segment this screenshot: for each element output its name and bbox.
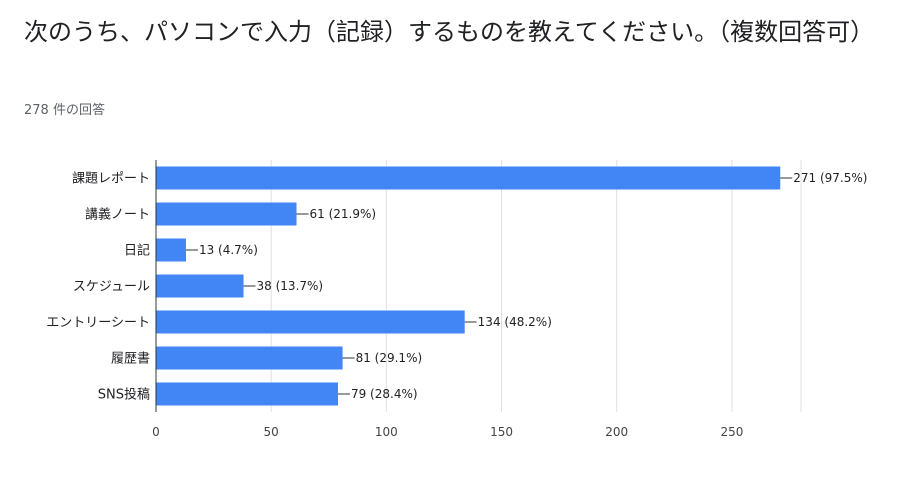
category-label: 日記 bbox=[124, 243, 150, 259]
data-label: 271 (97.5%) bbox=[793, 171, 867, 185]
bar bbox=[156, 238, 186, 262]
category-label: SNS投稿 bbox=[98, 387, 150, 403]
x-tick-label: 200 bbox=[605, 425, 628, 439]
bar bbox=[156, 346, 343, 370]
x-tick-label: 250 bbox=[720, 425, 743, 439]
data-label: 38 (13.7%) bbox=[257, 279, 324, 293]
bar bbox=[156, 310, 465, 334]
bar bbox=[156, 274, 244, 298]
data-label: 61 (21.9%) bbox=[310, 207, 377, 221]
x-tick-label: 50 bbox=[264, 425, 279, 439]
x-tick-label: 100 bbox=[375, 425, 398, 439]
x-tick-label: 0 bbox=[152, 425, 160, 439]
bar bbox=[156, 202, 297, 226]
category-label: 講義ノート bbox=[85, 207, 150, 223]
response-count: 278 件の回答 bbox=[24, 103, 105, 118]
data-label: 134 (48.2%) bbox=[478, 315, 552, 329]
bar bbox=[156, 382, 338, 406]
data-label: 13 (4.7%) bbox=[199, 243, 258, 257]
category-label: エントリーシート bbox=[46, 316, 150, 331]
x-tick-label: 150 bbox=[490, 425, 513, 439]
data-label: 81 (29.1%) bbox=[356, 351, 423, 365]
category-label: スケジュール bbox=[73, 280, 150, 295]
question-title: 次のうち、パソコンで入力（記録）するものを教えてください。（複数回答可） bbox=[24, 18, 875, 46]
data-label: 79 (28.4%) bbox=[351, 387, 418, 401]
bar bbox=[156, 166, 781, 190]
category-label: 履歴書 bbox=[111, 352, 150, 367]
category-label: 課題レポート bbox=[72, 171, 150, 187]
